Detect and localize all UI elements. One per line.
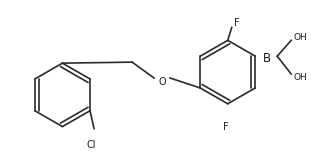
Text: F: F	[223, 122, 228, 132]
Text: Cl: Cl	[86, 140, 96, 150]
Text: F: F	[234, 18, 239, 27]
Text: B: B	[263, 52, 272, 65]
Text: OH: OH	[293, 33, 307, 42]
Text: OH: OH	[293, 73, 307, 82]
Text: O: O	[158, 77, 166, 87]
